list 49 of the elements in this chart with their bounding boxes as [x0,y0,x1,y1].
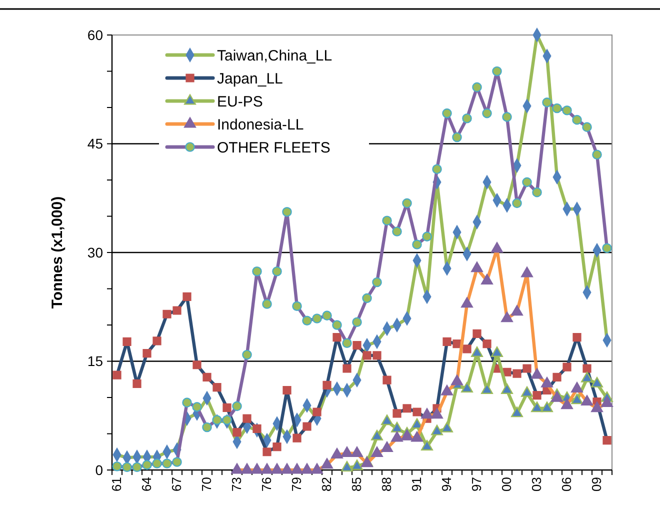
point [581,372,593,382]
legend-label: OTHER FLEETS [217,139,330,156]
legend-label: Taiwan,China_LL [217,47,332,64]
x-tick-label: 64 [139,477,154,492]
legend-label: Japan_LL [217,70,283,88]
x-tick-label: 00 [499,477,514,492]
x-tick-label: 79 [289,477,304,492]
y-axis-title: Tonnes (x1,000) [49,196,66,309]
x-tick-label: 03 [529,477,544,492]
point [391,422,403,432]
point [421,440,433,450]
x-tick-label: 06 [559,477,574,492]
point [571,394,583,404]
x-tick-label: 67 [169,477,184,492]
point [351,460,363,470]
point [441,422,453,432]
y-tick-label: 15 [87,353,104,370]
point [541,402,553,412]
y-tick-label: 60 [87,26,104,43]
x-tick-label: 94 [439,477,454,492]
point [481,383,493,394]
x-tick-label: 76 [259,477,274,492]
point [461,382,473,392]
point [411,418,423,429]
x-tick-label: 91 [409,477,424,492]
y-tick-label: 0 [95,462,104,478]
x-tick-label: 97 [469,477,484,492]
point [501,383,513,394]
point [341,461,353,472]
legend-label: Indonesia-LL [217,116,304,134]
x-tick-label: 73 [229,477,244,492]
x-tick-label: 88 [379,477,394,492]
point [471,346,483,357]
x-tick-label: 85 [349,477,364,492]
point [371,430,383,440]
point [521,386,533,397]
x-tick-label: 70 [199,477,214,492]
point [381,414,393,426]
point [591,376,603,388]
x-tick-label: 09 [589,477,604,492]
point [511,406,523,418]
x-tick-label: 61 [109,477,124,492]
point [491,346,503,357]
point [531,402,543,412]
y-tick-label: 30 [87,244,104,260]
point [431,424,443,436]
y-tick-label: 45 [87,136,104,152]
x-tick-label: 82 [319,477,334,492]
legend-label: EU-PS [217,93,263,110]
